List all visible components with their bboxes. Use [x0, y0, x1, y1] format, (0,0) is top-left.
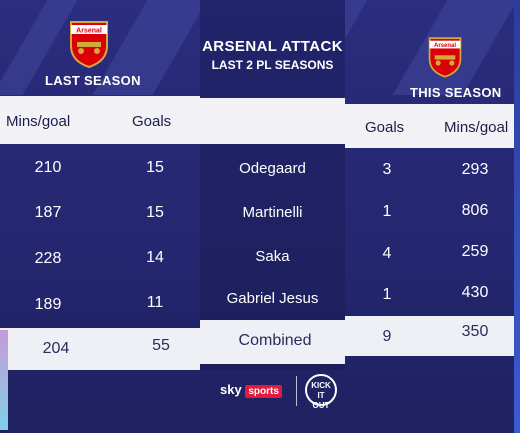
last-season-label: LAST SEASON [45, 73, 141, 88]
combined-row-left [0, 328, 200, 370]
this-mins-per-goal: 259 [461, 243, 489, 260]
this-mins-per-goal: 806 [461, 202, 489, 219]
last-goals: 14 [146, 249, 164, 266]
player-name: Gabriel Jesus [226, 290, 319, 307]
combined-row-center [200, 320, 345, 364]
this-goals: 1 [382, 203, 392, 220]
right-mins-per-goal-header: Mins/goal [444, 119, 509, 136]
table-row: 228 14 Saka 4 259 [0, 234, 520, 278]
this-goals: 4 [382, 245, 392, 262]
footer-logos: sky sports KICK IT OUT [200, 370, 345, 410]
graphic-title: ARSENAL ATTACK [202, 38, 343, 55]
graphic-subtitle: LAST 2 PL SEASONS [211, 58, 334, 72]
last-goals: 15 [146, 204, 164, 221]
center-column: ARSENAL ATTACK LAST 2 PL SEASONS [200, 0, 345, 370]
screen-edge-glow [514, 0, 520, 433]
player-name: Saka [255, 248, 290, 265]
last-mins-per-goal: 228 [34, 250, 62, 267]
left-header-row: Mins/goal Goals [0, 96, 200, 144]
kick-it-out-logo: KICK IT OUT [305, 374, 337, 410]
left-mins-per-goal-header: Mins/goal [6, 113, 71, 130]
last-mins-per-goal: 189 [34, 296, 62, 313]
logo-divider [296, 376, 297, 406]
combined-this-goals: 9 [382, 328, 392, 345]
combined-last-goals: 55 [152, 337, 170, 354]
table-row: 187 15 Martinelli 1 806 [0, 190, 520, 234]
right-header-row: Goals Mins/goal [345, 104, 520, 148]
center-header-row [200, 98, 345, 144]
last-mins-per-goal: 210 [34, 159, 62, 176]
table-row: 210 15 Odegaard 3 293 [0, 146, 520, 190]
combined-this-mins-per-goal: 350 [461, 323, 489, 340]
right-goals-header: Goals [365, 119, 405, 136]
screen-edge-highlight [0, 330, 8, 430]
crest-text: Arsenal [434, 43, 456, 49]
player-name: Odegaard [239, 160, 306, 177]
arsenal-crest-icon: Arsenal [427, 36, 463, 78]
combined-label: Combined [238, 332, 312, 349]
this-mins-per-goal: 293 [461, 161, 489, 178]
sky-sports-logo: sky sports [220, 382, 282, 398]
last-goals: 15 [146, 159, 164, 176]
left-goals-header: Goals [132, 113, 172, 130]
combined-row-right [345, 316, 520, 356]
table-row: 189 11 Gabriel Jesus 1 430 [0, 278, 520, 322]
crest-text: Arsenal [76, 28, 102, 35]
last-mins-per-goal: 187 [34, 204, 62, 221]
this-goals: 1 [382, 286, 392, 303]
this-mins-per-goal: 430 [461, 284, 489, 301]
player-name: Martinelli [242, 204, 303, 221]
arsenal-crest-icon: Arsenal [68, 20, 110, 69]
combined-last-mins-per-goal: 204 [42, 340, 70, 357]
this-season-label: THIS SEASON [410, 85, 502, 100]
last-goals: 11 [146, 294, 164, 311]
this-goals: 3 [382, 161, 392, 178]
